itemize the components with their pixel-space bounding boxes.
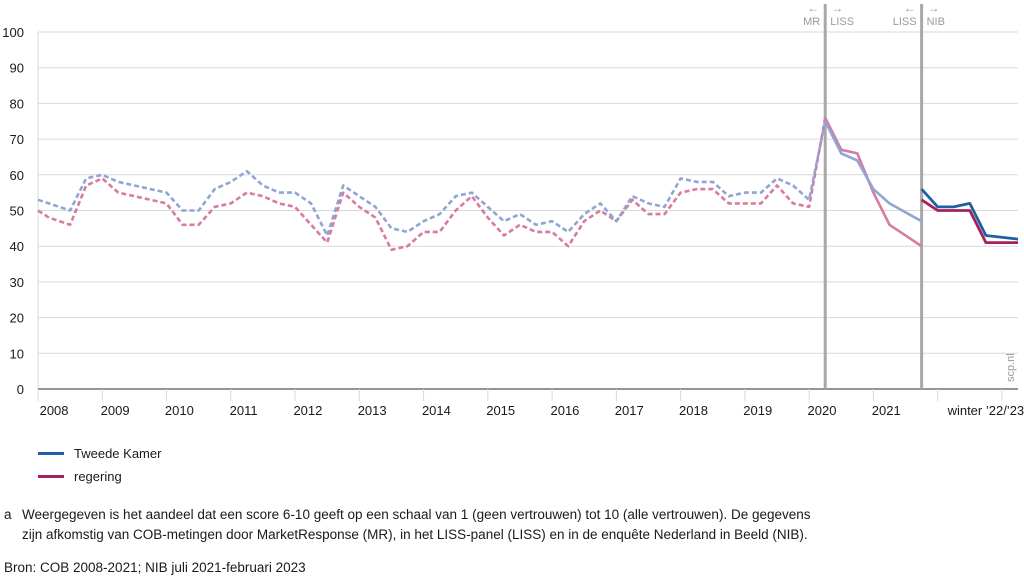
x-tick-label: 2015 [486, 403, 515, 418]
x-tick-label: 2013 [358, 403, 387, 418]
tick-labels: 0 10 20 30 40 50 60 70 80 90 100 2008 2009 2010 2011 20… [2, 25, 1024, 418]
legend-item-tweede-kamer: Tweede Kamer [38, 442, 161, 465]
source-dividers: ← →MR LISS← →LISS NIB [803, 1, 945, 389]
y-tick-label: 20 [10, 311, 24, 326]
x-tick-label: 2011 [230, 403, 258, 418]
x-tick-label: 2020 [808, 403, 837, 418]
watermark: scp.nl [1005, 353, 1017, 382]
legend-label: regering [74, 469, 122, 484]
divider-label-right: NIB [927, 16, 945, 28]
divider-label-right: LISS [830, 16, 854, 28]
arrow-left-icon: ← [904, 1, 916, 15]
x-tick-label: 2014 [422, 403, 451, 418]
y-tick-label: 70 [10, 132, 24, 147]
series-line-regering [920, 198, 1018, 244]
line-chart: ← →MR LISS← →LISS NIB 0102030405060708090100… [2, 1, 1024, 418]
gridlines [38, 31, 1018, 354]
divider-label-left: MR [803, 16, 820, 28]
legend-label: Tweede Kamer [74, 446, 162, 461]
y-tick-label: 50 [10, 204, 24, 219]
legend-swatch-tweede-kamer [38, 452, 64, 455]
footnote-line-1: Weergegeven is het aandeel dat een score… [22, 507, 811, 522]
axes [37, 32, 1018, 401]
y-tick-label: 0 [17, 382, 24, 397]
arrow-right-icon: → [928, 1, 940, 15]
x-tick-label: 2010 [165, 403, 194, 418]
x-tick-label: 2009 [101, 403, 130, 418]
legend-swatch-regering [38, 475, 64, 478]
arrow-right-icon: → [831, 1, 843, 15]
series-line-regering [824, 117, 923, 248]
divider-label-left: LISS [893, 16, 917, 28]
x-tick-label: 2021 [872, 403, 901, 418]
arrow-left-icon: ← [807, 1, 819, 15]
x-tick-label: 2017 [615, 403, 644, 418]
x-tick-label: 2018 [679, 403, 708, 418]
y-tick-label: 10 [10, 346, 24, 361]
x-tick-label: winter ’22/’23 [947, 403, 1024, 418]
series-line-tweede-kamer [37, 121, 827, 237]
x-tick-label: 2019 [743, 403, 772, 418]
y-tick-label: 30 [10, 275, 24, 290]
y-tick-label: 40 [10, 239, 24, 254]
footnote-marker: a [4, 507, 12, 522]
source-note: Bron: COB 2008-2021; NIB juli 2021-febru… [4, 560, 306, 575]
footnote-line-2: zijn afkomstig van COB-metingen door Mar… [22, 527, 808, 542]
series-lines [37, 117, 1019, 252]
series-line-regering [37, 117, 827, 252]
y-tick-label: 100 [2, 25, 24, 40]
y-tick-label: 80 [10, 96, 24, 111]
legend: Tweede Kamer regering [38, 442, 161, 488]
legend-item-regering: regering [38, 465, 161, 488]
y-tick-label: 60 [10, 168, 24, 183]
series-line-tweede-kamer [920, 188, 1019, 241]
x-tick-label: 2008 [40, 403, 69, 418]
y-tick-label: 90 [10, 61, 24, 76]
footnote: a Weergegeven is het aandeel dat een scor… [4, 505, 1004, 545]
x-tick-label: 2012 [293, 403, 322, 418]
x-tick-label: 2016 [550, 403, 579, 418]
series-line-tweede-kamer [824, 120, 923, 223]
